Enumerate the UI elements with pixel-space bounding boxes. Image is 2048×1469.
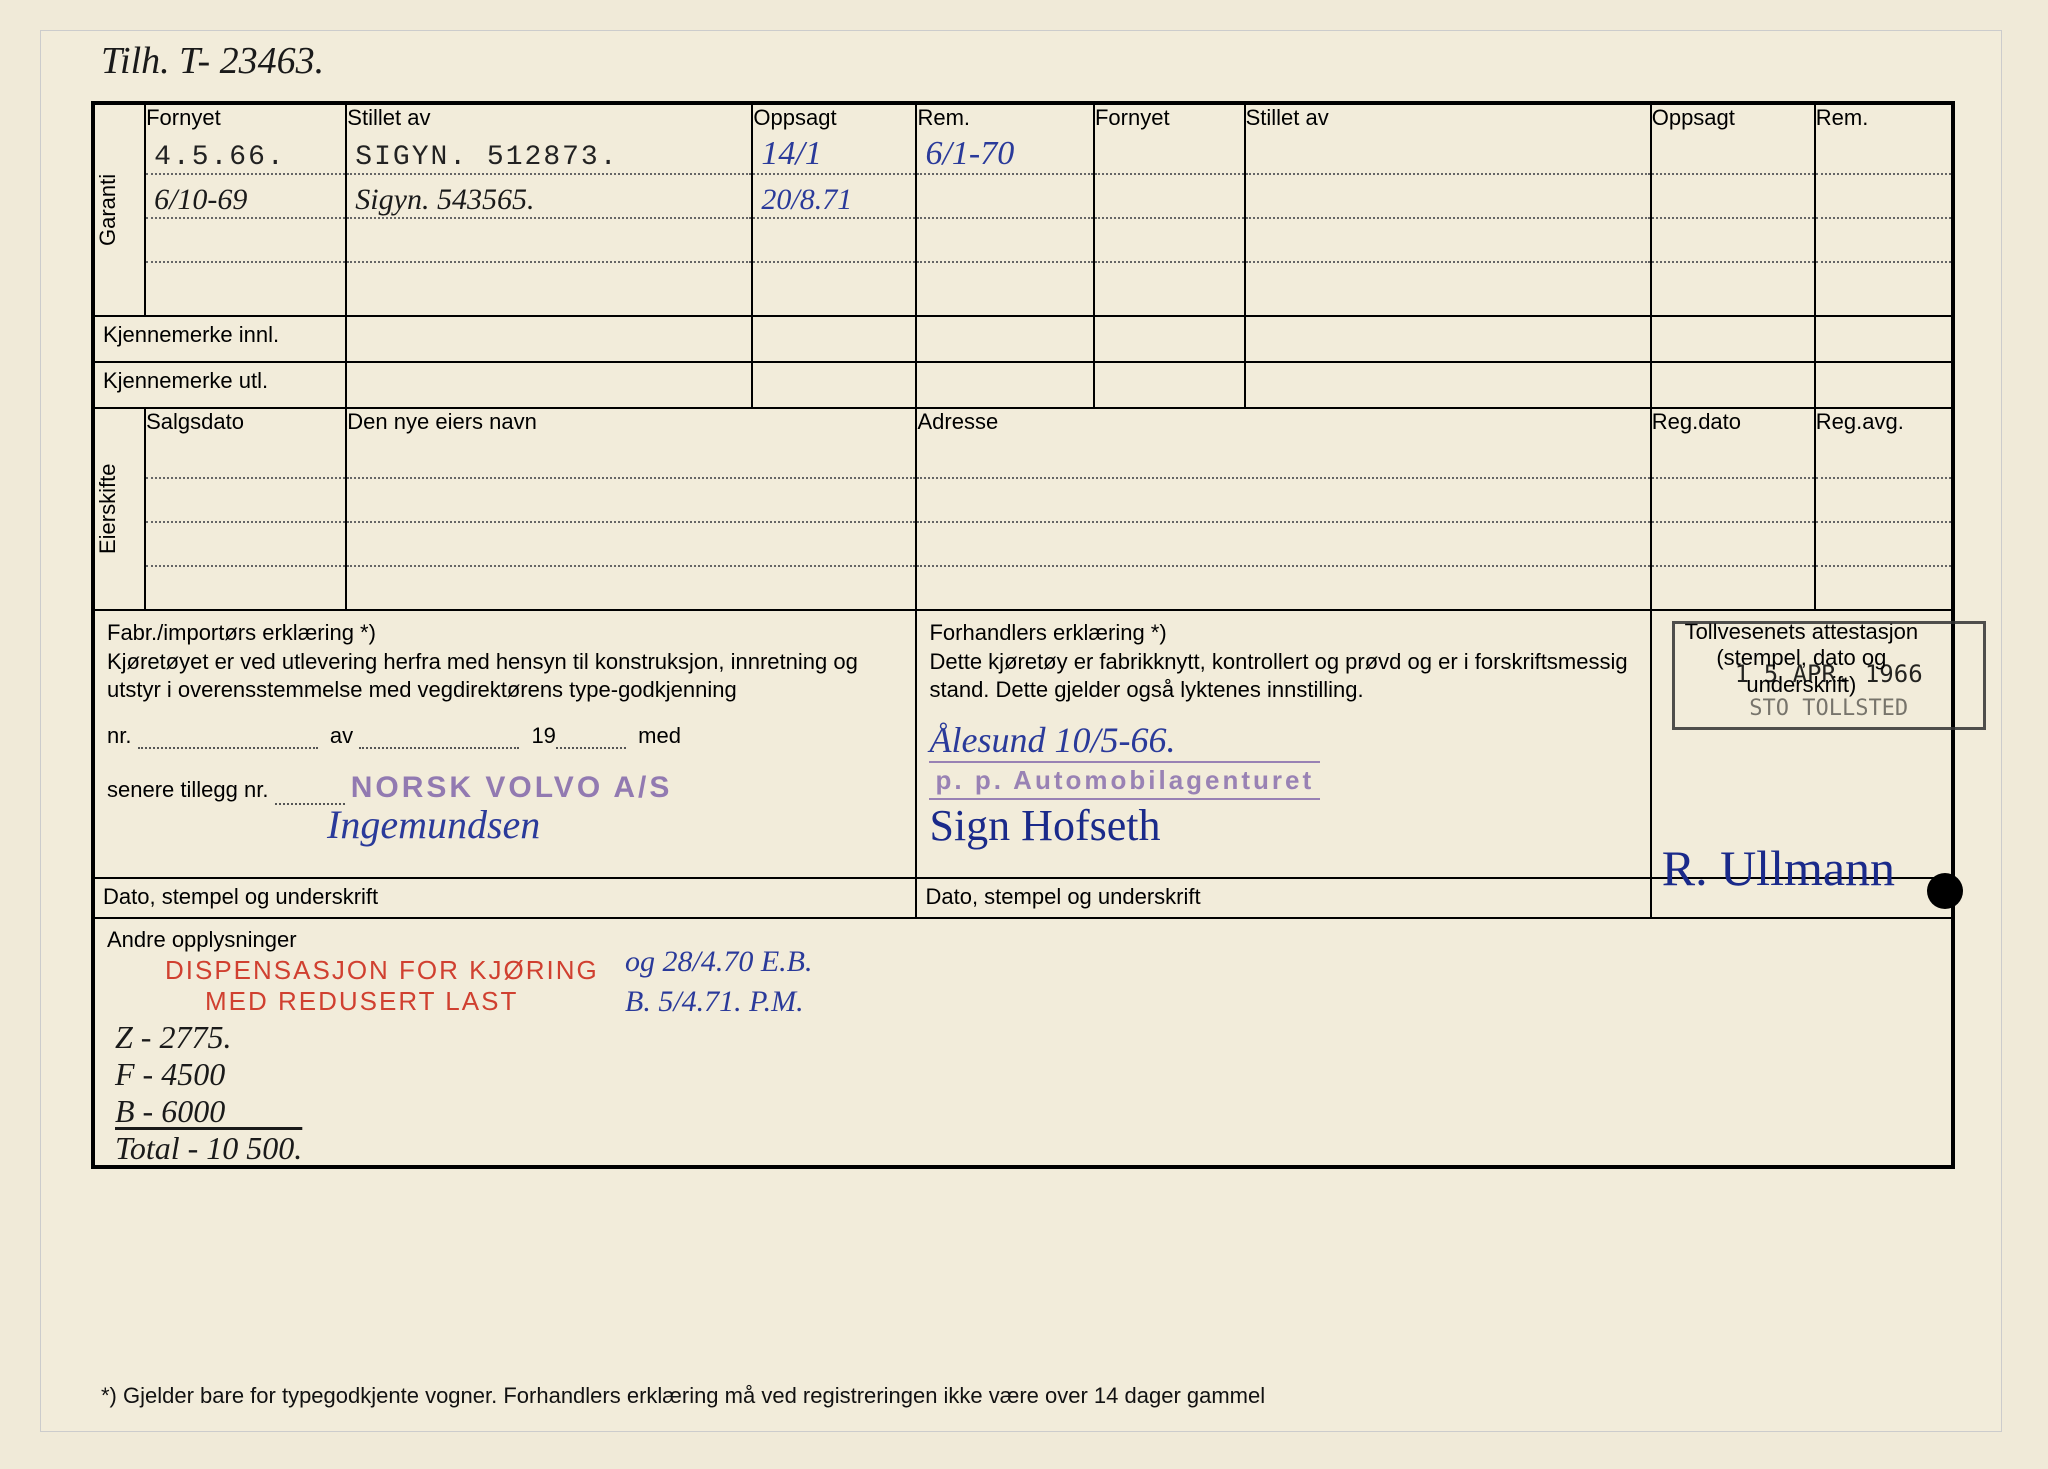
hdr-stillet-1: Stillet av [347,105,751,131]
forh-title: Forhandlers erklæring *) [929,620,1166,645]
g-r1-stillet: Sigyn. 543565. [355,183,534,217]
g-r0-rem: 6/1-70 [925,135,1014,173]
forh-place-date: Ålesund 10/5-66. [929,719,1637,761]
registration-card: Tilh. T- 23463. Garanti Fornyet 4.5.66. … [40,30,2002,1432]
eierskifte-vlabel: Eierskifte [95,409,125,609]
andre-hw2: B. 5/4.71. P.M. [625,985,804,1019]
forh-signature: Sign Hofseth [929,800,1637,851]
fabr-footer: Dato, stempel og underskrift [103,884,378,909]
garanti-vlabel: Garanti [95,105,125,315]
hdr-rem-2: Rem. [1816,105,1951,131]
footnote: *) Gjelder bare for typegodkjente vogner… [101,1383,1265,1409]
fabr-signature: Ingemundsen [327,801,903,848]
fabr-body: Kjøretøyet er ved utlevering herfra med … [107,649,858,703]
andre-line-2: B - 6000 [115,1093,302,1130]
g-r1-fornyet: 6/10-69 [154,183,247,217]
g-r1-oppsagt: 20/8.71 [761,183,852,217]
hdr-rem-1: Rem. [917,105,1093,131]
hdr-fornyet-2: Fornyet [1095,105,1244,131]
hdr-nye-eier: Den nye eiers navn [347,409,915,435]
fabr-nr-label: nr. [107,723,131,748]
kjennemerke-utl: Kjennemerke utl. [103,368,268,393]
fabr-senere: senere tillegg nr. [107,777,268,802]
fabr-med-label: med [638,723,681,748]
hdr-reg-dato: Reg.dato [1652,409,1814,435]
andre-line-0: Z - 2775. [115,1019,302,1056]
forh-stamp: p. p. Automobilagenturet [929,761,1320,800]
hdr-fornyet-1: Fornyet [146,105,345,131]
andre-stamp2: MED REDUSERT LAST [205,986,599,1017]
g-r0-fornyet: 4.5.66. [154,142,286,173]
fabr-av-label: av [330,723,353,748]
forh-footer: Dato, stempel og underskrift [925,884,1200,909]
hdr-oppsagt-1: Oppsagt [753,105,915,131]
main-frame: Garanti Fornyet 4.5.66. 6/10-69 Stillet … [91,101,1955,1169]
hdr-salgsdato: Salgsdato [146,409,345,435]
fabr-title: Fabr./importørs erklæring *) [107,620,376,645]
hdr-reg-avg: Reg.avg. [1816,409,1951,435]
punch-hole [1927,873,1963,909]
form-table: Garanti Fornyet 4.5.66. 6/10-69 Stillet … [93,103,1953,1167]
andre-hw1: og 28/4.70 E.B. [625,945,813,979]
hdr-stillet-2: Stillet av [1246,105,1650,131]
kjennemerke-innl: Kjennemerke innl. [103,322,279,347]
g-r0-oppsagt: 14/1 [761,135,821,173]
top-handwriting: Tilh. T- 23463. [101,39,324,83]
fabr-year-label: 19 [531,723,555,748]
andre-stamp1: DISPENSASJON FOR KJØRING [165,955,599,986]
andre-title: Andre opplysninger [107,927,1939,953]
andre-line-1: F - 4500 [115,1056,302,1093]
toll-stamp-date: 1 5 APR. 1966 [1689,660,1969,688]
andre-line-3: Total - 10 500. [115,1130,302,1167]
fabr-stamp: NORSK VOLVO A/S [351,771,673,804]
hdr-oppsagt-2: Oppsagt [1652,105,1814,131]
toll-stamp-place: STO TOLLSTED [1689,696,1969,721]
g-r0-stillet: SIGYN. 512873. [355,142,618,173]
hdr-adresse: Adresse [917,409,1649,435]
forh-body: Dette kjøretøy er fabrikknytt, kontrolle… [929,649,1627,703]
